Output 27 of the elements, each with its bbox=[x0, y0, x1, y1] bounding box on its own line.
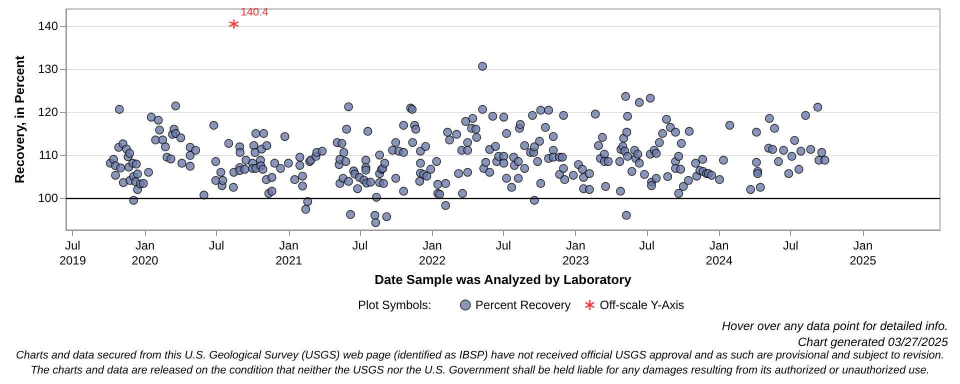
text: Chart generated 03/27/2025 bbox=[798, 335, 948, 349]
x-tick-label: Jan 2023 bbox=[562, 238, 590, 268]
y-tick-label: 100 bbox=[38, 191, 58, 206]
legend-label: Off-scale Y-Axis bbox=[600, 298, 684, 312]
y-tick-label: 140 bbox=[38, 18, 58, 33]
x-tick-label: Jan 2024 bbox=[706, 238, 733, 268]
x-tick-label: Jan 2021 bbox=[275, 238, 302, 268]
x-tick-label: Jul bbox=[208, 238, 224, 252]
x-tick-label: Jul bbox=[496, 238, 512, 252]
x-tick-label: Jul 2019 bbox=[59, 238, 86, 268]
data-label: 140.4 bbox=[240, 6, 268, 18]
y-tick-label: 110 bbox=[38, 148, 58, 162]
x-tick-label: Jan 2025 bbox=[850, 238, 877, 268]
y-axis-title: Recovery, in Percent bbox=[12, 55, 27, 184]
legend-title: Plot Symbols: bbox=[358, 298, 432, 312]
x-tick-label: Jul bbox=[639, 238, 655, 252]
text: Charts and data secured from this U.S. Geological Survey (USGS) web page (identified as IBSP) have not received official USGS approval and as such are provisional and subject to revision. bbox=[16, 350, 944, 362]
x-axis-title: Date Sample was Analyzed by Laboratory bbox=[374, 272, 632, 287]
x-tick-label: Jul bbox=[782, 238, 798, 252]
x-tick-label: Jan 2022 bbox=[418, 238, 446, 268]
x-tick-label: Jul bbox=[352, 238, 368, 252]
legend-label: Percent Recovery bbox=[475, 298, 571, 312]
x-tick-label: Jan 2020 bbox=[132, 238, 159, 268]
text: The charts and data are released on the condition that neither the USGS nor the U.S. Government shall be held liable for any damages resulting from its authorized or unauthorized use. bbox=[30, 364, 930, 376]
y-tick-label: 130 bbox=[38, 62, 58, 76]
text: Hover over any data point for detailed info. bbox=[722, 319, 948, 333]
y-tick-label: 120 bbox=[38, 104, 58, 119]
